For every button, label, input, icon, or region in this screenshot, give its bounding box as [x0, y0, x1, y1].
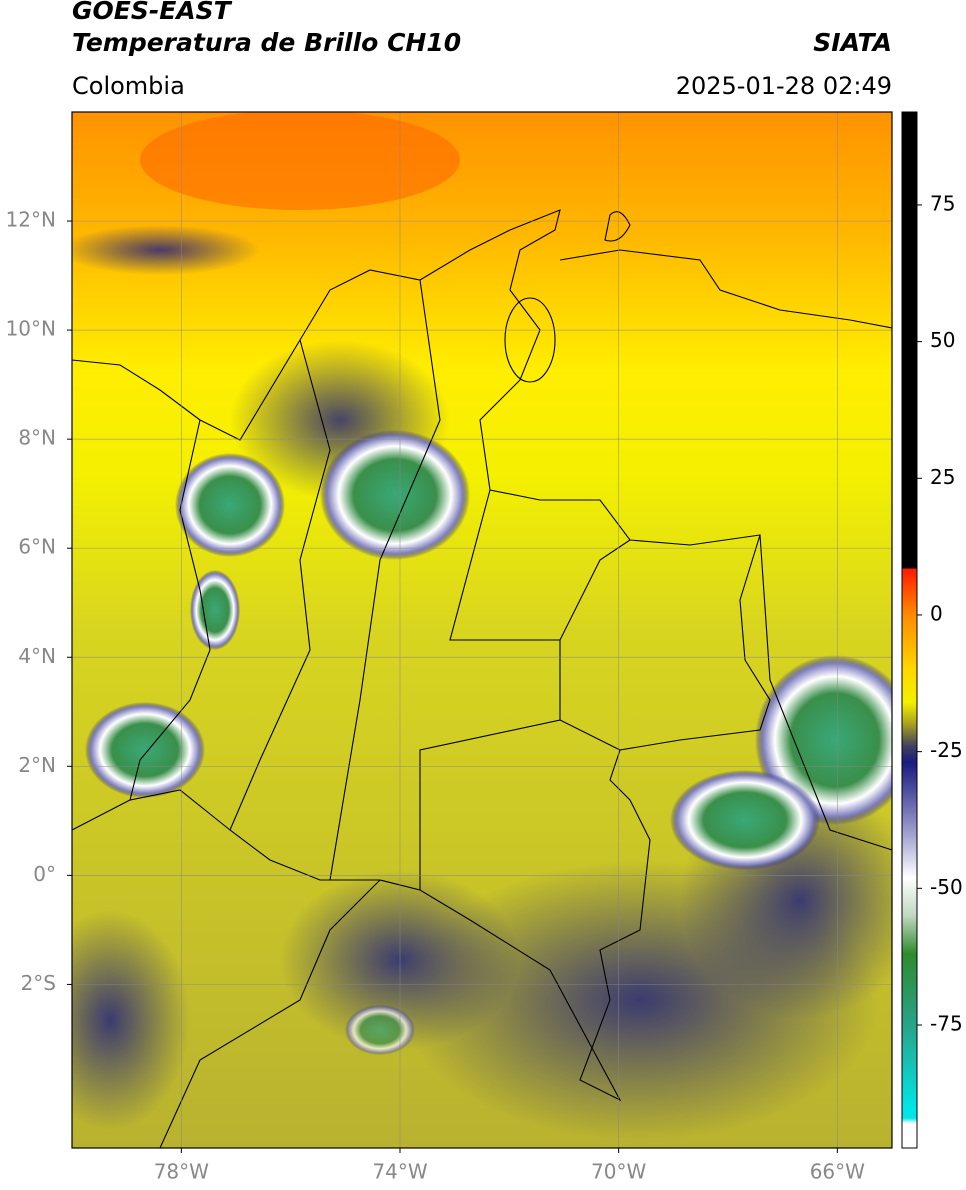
map-frame	[71, 111, 893, 1149]
country-border	[129, 209, 771, 1102]
datetime: 2025-01-28 02:49	[676, 72, 892, 100]
x-tick-label: 74°W	[372, 1160, 427, 1184]
satellite-image	[72, 112, 892, 1148]
y-tick-label: 2°S	[21, 971, 56, 995]
y-tick-label: 10°N	[6, 317, 56, 341]
y-tick-label: 2°N	[18, 753, 56, 777]
x-tick-label: 78°W	[154, 1160, 209, 1184]
x-tick-label: 66°W	[810, 1160, 865, 1184]
colorbar-tick-label: -50	[930, 875, 963, 899]
y-tick-label: 8°N	[18, 426, 56, 450]
warm-area	[140, 112, 460, 210]
lake	[504, 297, 556, 383]
colorbar-tick-label: 75	[930, 191, 955, 215]
convective-cloud	[190, 570, 240, 650]
title: GOES-EAST	[72, 0, 233, 25]
graticule	[72, 112, 892, 1148]
convective-cloud	[85, 702, 205, 798]
convective-cloud	[320, 430, 470, 560]
y-tick-label: 6°N	[18, 535, 56, 559]
convective-cloud	[345, 1005, 415, 1055]
colorbar-tick-label: 50	[930, 328, 955, 352]
colorbar	[901, 111, 918, 1149]
department-border	[229, 279, 631, 890]
colorbar-tick-label: 25	[930, 465, 955, 489]
source: SIATA	[813, 28, 892, 57]
cloud-area	[72, 910, 190, 1130]
convective-cloud	[670, 770, 820, 870]
colorbar-tick-label: -25	[930, 738, 963, 762]
coastline	[72, 211, 892, 1148]
convective-cloud	[175, 453, 285, 557]
region: Colombia	[72, 72, 185, 100]
y-tick-label: 12°N	[6, 208, 56, 232]
y-tick-label: 4°N	[18, 644, 56, 668]
x-tick-label: 70°W	[591, 1160, 646, 1184]
y-tick-label: 0°	[33, 862, 56, 886]
cloud-area	[72, 225, 260, 275]
colorbar-tick-label: 0	[930, 601, 943, 625]
colorbar-tick-label: -75	[930, 1011, 963, 1035]
subtitle: Temperatura de Brillo CH10	[72, 28, 461, 57]
